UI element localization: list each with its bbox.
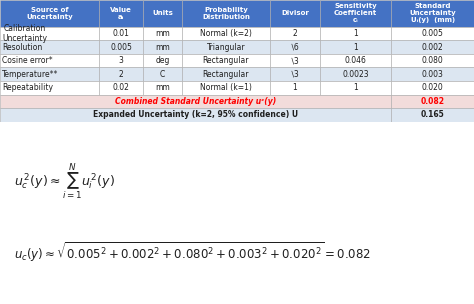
Bar — [143, 0, 182, 27]
Text: Calibration
Uncertainty: Calibration Uncertainty — [2, 24, 47, 43]
Text: Rectangular: Rectangular — [203, 70, 249, 79]
Bar — [0, 81, 99, 95]
Bar — [319, 0, 392, 27]
Bar — [270, 67, 319, 81]
Bar — [392, 40, 474, 54]
Text: 1: 1 — [353, 29, 358, 38]
Bar — [99, 27, 143, 40]
Bar — [270, 27, 319, 40]
Text: Divisor: Divisor — [281, 10, 309, 16]
Bar — [143, 54, 182, 67]
Text: 0.002: 0.002 — [422, 43, 444, 52]
Text: mm: mm — [155, 83, 170, 92]
Text: $u_c^{\,2}(y)\approx\sum_{i=1}^{N}u_i^{\,2}(y)$: $u_c^{\,2}(y)\approx\sum_{i=1}^{N}u_i^{\… — [14, 162, 115, 202]
Text: Standard
Uncertainty
Uᵢ(y)  (mm): Standard Uncertainty Uᵢ(y) (mm) — [409, 3, 456, 23]
Text: 0.046: 0.046 — [345, 56, 366, 65]
Text: Combined Standard Uncertainty uᶜ(y): Combined Standard Uncertainty uᶜ(y) — [115, 97, 276, 106]
Text: ∖3: ∖3 — [290, 70, 300, 79]
Text: 1: 1 — [353, 83, 358, 92]
Bar — [99, 40, 143, 54]
Bar — [270, 54, 319, 67]
Bar — [182, 54, 270, 67]
Text: Normal (k=1): Normal (k=1) — [200, 83, 252, 92]
Text: Probability
Distribution: Probability Distribution — [202, 7, 250, 20]
Bar — [0, 67, 99, 81]
Bar — [392, 67, 474, 81]
Bar — [270, 40, 319, 54]
Bar — [182, 81, 270, 95]
Text: Cosine error*: Cosine error* — [2, 56, 53, 65]
Bar — [392, 54, 474, 67]
Bar — [143, 40, 182, 54]
Bar — [0, 95, 392, 108]
Text: 0.005: 0.005 — [422, 29, 444, 38]
Bar — [143, 67, 182, 81]
Bar — [270, 0, 319, 27]
Text: mm: mm — [155, 29, 170, 38]
Bar — [392, 95, 474, 108]
Text: 0.080: 0.080 — [422, 56, 444, 65]
Text: C: C — [160, 70, 165, 79]
Text: 0.003: 0.003 — [422, 70, 444, 79]
Text: Normal (k=2): Normal (k=2) — [200, 29, 252, 38]
Text: 1: 1 — [292, 83, 297, 92]
Text: Repeatability: Repeatability — [2, 83, 54, 92]
Text: Value
aᵢ: Value aᵢ — [110, 7, 132, 20]
Bar — [0, 27, 99, 40]
Bar — [182, 40, 270, 54]
Bar — [319, 54, 392, 67]
Text: 0.082: 0.082 — [420, 97, 445, 106]
Text: Triangular: Triangular — [207, 43, 245, 52]
Bar — [0, 0, 99, 27]
Bar — [319, 27, 392, 40]
Bar — [182, 0, 270, 27]
Bar — [182, 27, 270, 40]
Text: mm: mm — [155, 43, 170, 52]
Text: 0.165: 0.165 — [421, 110, 445, 119]
Bar — [319, 40, 392, 54]
Text: Resolution: Resolution — [2, 43, 43, 52]
Text: Temperature**: Temperature** — [2, 70, 59, 79]
Text: deg: deg — [155, 56, 170, 65]
Bar — [99, 0, 143, 27]
Text: 1: 1 — [353, 43, 358, 52]
Bar — [392, 108, 474, 122]
Text: 2: 2 — [292, 29, 297, 38]
Bar — [392, 81, 474, 95]
Bar — [0, 40, 99, 54]
Bar — [0, 108, 392, 122]
Bar — [392, 27, 474, 40]
Text: 0.020: 0.020 — [422, 83, 444, 92]
Text: Sensitivity
Coefficient
cᵢ: Sensitivity Coefficient cᵢ — [334, 3, 377, 23]
Text: 0.005: 0.005 — [110, 43, 132, 52]
Text: 3: 3 — [119, 56, 124, 65]
Text: 0.02: 0.02 — [113, 83, 130, 92]
Bar — [143, 81, 182, 95]
Text: ∖3: ∖3 — [290, 56, 300, 65]
Bar — [99, 81, 143, 95]
Bar — [182, 67, 270, 81]
Text: Units: Units — [152, 10, 173, 16]
Bar — [99, 67, 143, 81]
Text: 0.0023: 0.0023 — [342, 70, 369, 79]
Bar — [99, 54, 143, 67]
Bar — [270, 81, 319, 95]
Bar — [0, 54, 99, 67]
Bar — [392, 0, 474, 27]
Bar — [319, 81, 392, 95]
Text: 2: 2 — [119, 70, 124, 79]
Text: 0.01: 0.01 — [113, 29, 130, 38]
Bar — [319, 67, 392, 81]
Text: Rectangular: Rectangular — [203, 56, 249, 65]
Text: Expanded Uncertainty (k=2, 95% confidence) U: Expanded Uncertainty (k=2, 95% confidenc… — [93, 110, 298, 119]
Text: ∖6: ∖6 — [290, 43, 300, 52]
Text: $u_c(y)\approx\sqrt{0.005^2+0.002^2+0.080^2+0.003^2+0.020^2}=0.082$: $u_c(y)\approx\sqrt{0.005^2+0.002^2+0.08… — [14, 240, 372, 264]
Text: Source of
Uncertainty: Source of Uncertainty — [26, 7, 73, 20]
Bar — [143, 27, 182, 40]
